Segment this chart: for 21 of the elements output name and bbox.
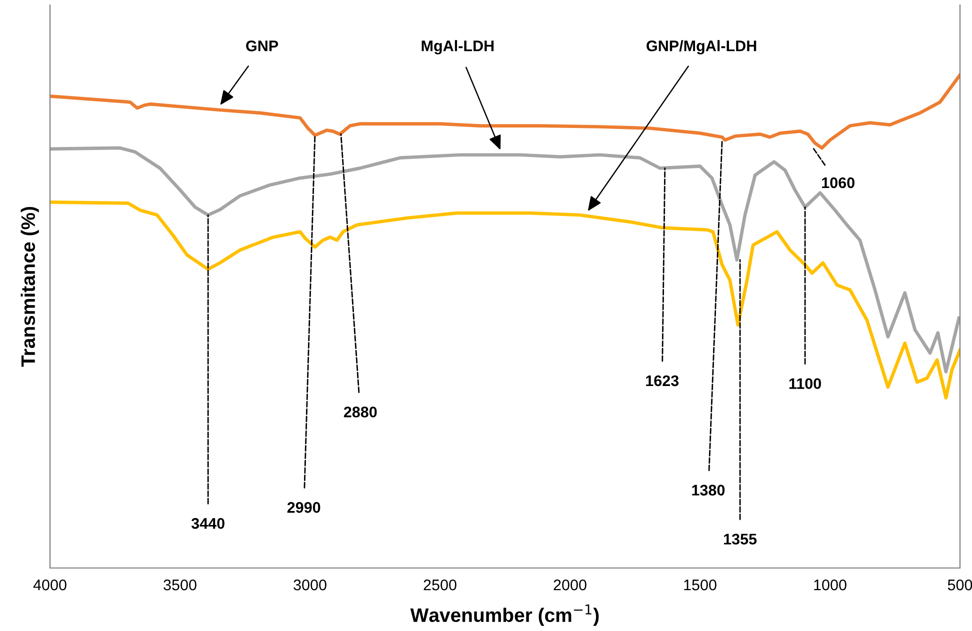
annotation: 1623 [646, 375, 679, 386]
x-tick-label: 3000 [294, 580, 326, 590]
x-axis-title: Wavenumber (cm$^{−1}$) [410, 604, 599, 626]
annotation: 1100 [789, 378, 821, 390]
annotation: 2990 [287, 502, 320, 513]
y-axis-title: Transmitance (%) [20, 206, 39, 367]
annotation: 3440 [191, 518, 224, 529]
text: GNP [246, 40, 278, 52]
x-tick-label: 500 [948, 580, 972, 590]
annotation: 2880 [344, 406, 377, 418]
x-tick-label: 1000 [814, 580, 846, 590]
x-tick-label: 4000 [33, 580, 66, 590]
x-tick-label: 1500 [684, 580, 716, 590]
x-tick-label: 2500 [424, 580, 456, 590]
x-tick-label: 3500 [164, 580, 196, 590]
text: MgAl-LDH [422, 40, 494, 54]
annotation: 1355 [724, 534, 757, 545]
annotation: 1060 [822, 177, 854, 188]
text: GNP/MgAl-LDH [646, 40, 756, 54]
annotation: 1380 [692, 484, 725, 496]
x-tick-label: 2000 [554, 580, 586, 590]
